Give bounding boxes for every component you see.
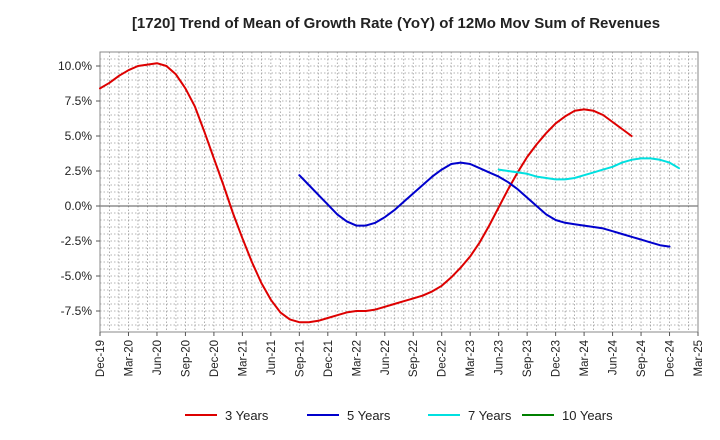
y-tick-label: 2.5% <box>65 164 93 178</box>
y-tick-label: 5.0% <box>65 129 93 143</box>
y-tick-label: 0.0% <box>65 199 93 213</box>
plot-frame <box>99 51 699 333</box>
x-tick-label: Jun-22 <box>380 340 392 375</box>
x-tick-label: Mar-22 <box>351 340 363 376</box>
x-tick-label: Jun-20 <box>152 340 164 375</box>
chart-title: [1720] Trend of Mean of Growth Rate (YoY… <box>132 15 660 32</box>
x-tick-label: Sep-21 <box>294 340 306 377</box>
x-axis-ticks: Dec-19 Mar-20 Jun-20 Sep-20 Dec-20 Mar-21 Jun-… <box>95 332 705 377</box>
x-tick-label: Jun-23 <box>494 340 506 375</box>
y-tick-label: 7.5% <box>65 94 93 108</box>
y-tick-label: -2.5% <box>61 234 93 248</box>
x-tick-label: Dec-24 <box>665 339 677 377</box>
x-tick-label: Dec-19 <box>95 340 107 377</box>
x-tick-label: Sep-24 <box>636 339 648 377</box>
x-tick-label: Dec-20 <box>209 340 221 377</box>
x-tick-label: Mar-21 <box>237 340 249 376</box>
y-tick-label: -5.0% <box>61 269 93 283</box>
x-tick-label: Jun-21 <box>266 340 278 375</box>
legend: 3 Years 5 Years 7 Years 10 Years <box>185 408 613 423</box>
x-tick-label: Dec-22 <box>437 340 449 377</box>
series-line-5-years <box>298 161 671 248</box>
y-tick-label: 10.0% <box>58 59 92 73</box>
series-lines <box>99 62 681 324</box>
series-line-7-years <box>497 157 681 181</box>
x-tick-label: Sep-22 <box>408 340 420 377</box>
x-tick-label: Mar-25 <box>693 340 705 376</box>
x-tick-label: Dec-21 <box>323 340 335 377</box>
x-tick-label: Dec-23 <box>551 340 563 377</box>
x-tick-label: Mar-20 <box>123 340 135 376</box>
x-tick-label: Mar-23 <box>465 340 477 376</box>
y-tick-label: -7.5% <box>61 304 93 318</box>
legend-label-3-years: 3 Years <box>225 408 269 423</box>
x-tick-label: Sep-20 <box>180 340 192 377</box>
y-axis-ticks: 10.0% 7.5% 5.0% 2.5% 0.0% -2.5% -5.0% -7.5% <box>58 59 100 318</box>
legend-label-5-years: 5 Years <box>347 408 391 423</box>
x-tick-label: Jun-24 <box>608 339 620 375</box>
grid-lines <box>100 52 698 332</box>
legend-label-10-years: 10 Years <box>562 408 613 423</box>
x-tick-label: Sep-23 <box>522 340 534 377</box>
x-tick-label: Mar-24 <box>579 339 591 376</box>
series-line-3-years <box>99 62 633 324</box>
legend-label-7-years: 7 Years <box>468 408 512 423</box>
